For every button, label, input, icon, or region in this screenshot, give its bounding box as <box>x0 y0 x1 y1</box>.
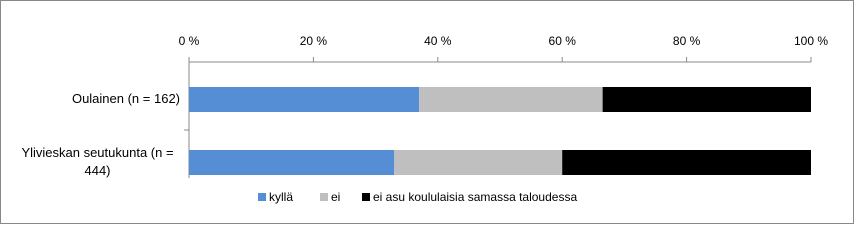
chart-frame: 0 % 20 % 40 % 60 % 80 % 100 % kyllä ei ei asu ko… <box>0 0 854 224</box>
legend-label: ei asu koululaisia samassa taloudessa <box>373 190 577 204</box>
bar-segment <box>189 87 420 112</box>
x-tick-label: 40 % <box>424 34 452 48</box>
x-tick-label: 80 % <box>673 34 701 48</box>
legend-swatch <box>362 193 370 201</box>
bar-segment <box>602 87 811 112</box>
legend-label: ei <box>331 190 340 204</box>
legend-label: kyllä <box>269 190 293 204</box>
x-tick-label: 60 % <box>549 34 577 48</box>
chart: 0 % 20 % 40 % 60 % 80 % 100 % kyllä ei ei asu ko… <box>0 0 854 224</box>
bar-segment <box>394 150 563 175</box>
category-label: Oulainen (n = 162) <box>71 91 180 106</box>
x-tick-label: 100 % <box>794 34 828 48</box>
x-tick-label: 0 % <box>179 34 200 48</box>
bar-segment <box>189 150 395 175</box>
legend-swatch <box>258 193 266 201</box>
x-tick-label: 20 % <box>300 34 328 48</box>
category-label: Ylivieskan seutukunta (n = 444) <box>21 145 174 178</box>
bar-segment <box>419 87 603 112</box>
bar-segment <box>562 150 811 175</box>
legend-swatch <box>320 193 328 201</box>
